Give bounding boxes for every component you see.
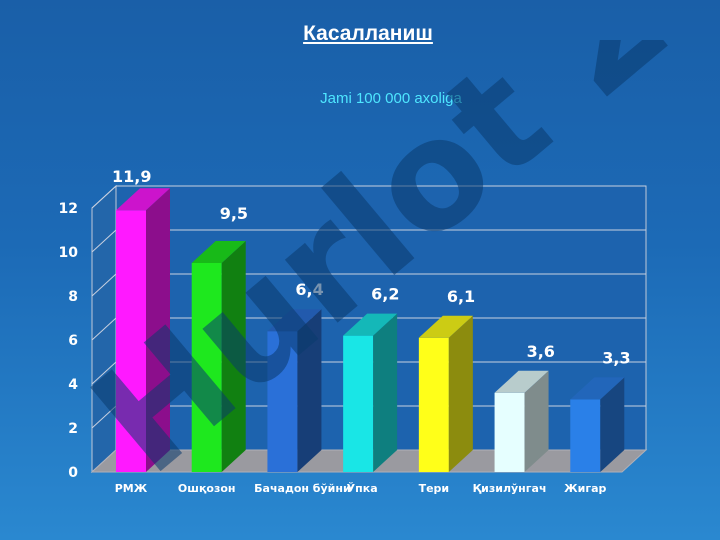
data-label: 6,4 bbox=[295, 280, 323, 299]
bar-side bbox=[373, 313, 398, 472]
bar-side bbox=[448, 315, 473, 472]
x-tick-label: Жигар bbox=[564, 482, 606, 495]
bar-side bbox=[524, 370, 549, 472]
bar-top bbox=[116, 188, 170, 211]
bar-front bbox=[494, 392, 525, 472]
bar-top bbox=[418, 315, 473, 338]
data-label: 3,6 bbox=[527, 342, 555, 361]
bar-front bbox=[343, 335, 374, 472]
x-tick-label: Тери bbox=[419, 482, 450, 495]
bar-front bbox=[116, 210, 146, 472]
chart-title: Касалланиш bbox=[303, 22, 433, 45]
data-label: 9,5 bbox=[220, 204, 248, 223]
chart-subtitle: Jami 100 000 axoliga bbox=[320, 90, 462, 107]
x-tick-label: РМЖ bbox=[115, 482, 148, 495]
bar-top bbox=[570, 377, 625, 400]
data-label: 11,9 bbox=[112, 167, 151, 186]
bar-top bbox=[494, 370, 549, 393]
bar-side bbox=[146, 188, 170, 472]
bar-top bbox=[343, 313, 398, 336]
y-tick-label: 4 bbox=[68, 377, 78, 393]
bar-front bbox=[191, 263, 222, 472]
y-tick-label: 6 bbox=[68, 333, 78, 349]
data-label: 6,2 bbox=[371, 285, 399, 304]
y-tick-label: 8 bbox=[68, 289, 78, 305]
x-tick-label: Бачадон бўйни bbox=[254, 482, 351, 495]
bar-top bbox=[191, 241, 246, 263]
y-tick-label: 12 bbox=[59, 201, 78, 217]
bar-side bbox=[600, 377, 625, 472]
y-tick-label: 2 bbox=[68, 421, 78, 437]
bar-front bbox=[418, 337, 449, 472]
y-tick-label: 0 bbox=[68, 465, 78, 481]
bar-front bbox=[570, 399, 601, 472]
x-tick-label: Ўпка bbox=[347, 482, 378, 495]
data-label: 6,1 bbox=[447, 287, 475, 306]
bar-top bbox=[267, 309, 322, 332]
y-tick-label: 10 bbox=[59, 245, 79, 261]
bar-side bbox=[221, 241, 246, 472]
x-tick-label: Ошқозон bbox=[178, 482, 236, 495]
gridline bbox=[91, 185, 646, 209]
x-tick-label: Қизилўнгач bbox=[473, 482, 547, 495]
bar-front bbox=[267, 331, 298, 472]
data-label: 3,3 bbox=[602, 348, 630, 367]
bar-side bbox=[297, 309, 322, 472]
